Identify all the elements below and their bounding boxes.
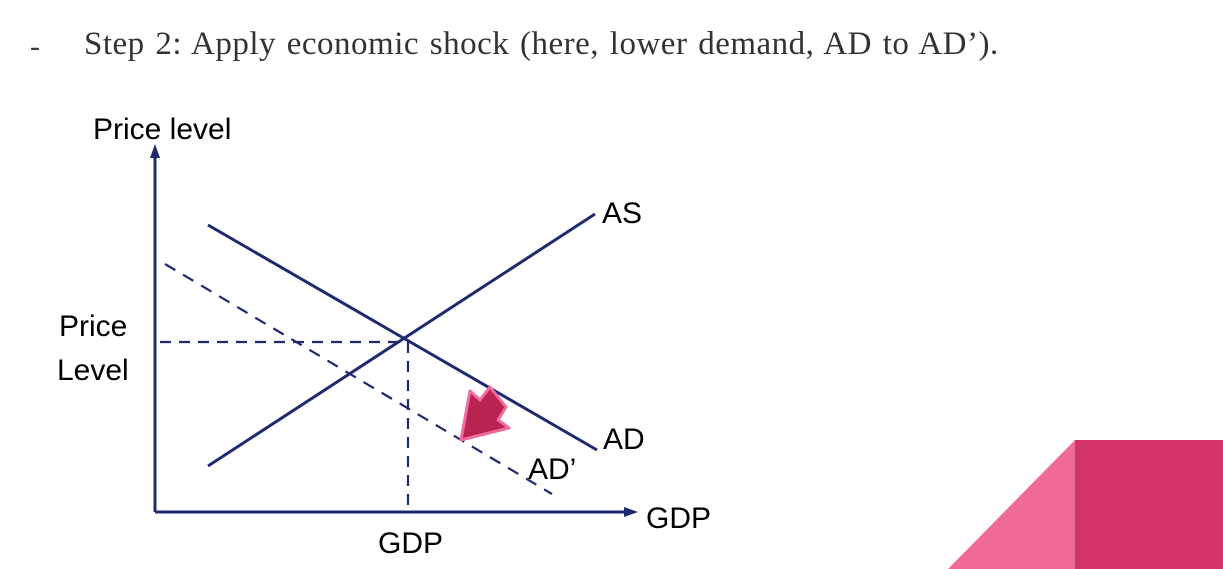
gdp-tick-label: GDP bbox=[378, 527, 443, 560]
as-label: AS bbox=[602, 197, 642, 230]
bullet-marker: - bbox=[30, 30, 40, 63]
shift-arrow-icon bbox=[459, 385, 511, 442]
ad-curve bbox=[207, 223, 598, 452]
x-axis-label: GDP bbox=[646, 502, 711, 535]
price-label-line2: Level bbox=[57, 354, 129, 387]
x-axis-arrowhead bbox=[624, 507, 638, 517]
y-axis-label: Price level bbox=[93, 113, 231, 146]
y-axis-arrowhead bbox=[150, 144, 160, 158]
ad-shifted-label: AD’ bbox=[528, 453, 576, 486]
price-label-line1: Price bbox=[59, 310, 127, 343]
ad-label: AD bbox=[603, 423, 645, 456]
bullet-text: Step 2: Apply economic shock (here, lowe… bbox=[84, 26, 999, 62]
corner-shape-dark bbox=[1075, 440, 1223, 569]
as-curve bbox=[207, 212, 596, 468]
ad-shifted-curve bbox=[164, 263, 553, 495]
